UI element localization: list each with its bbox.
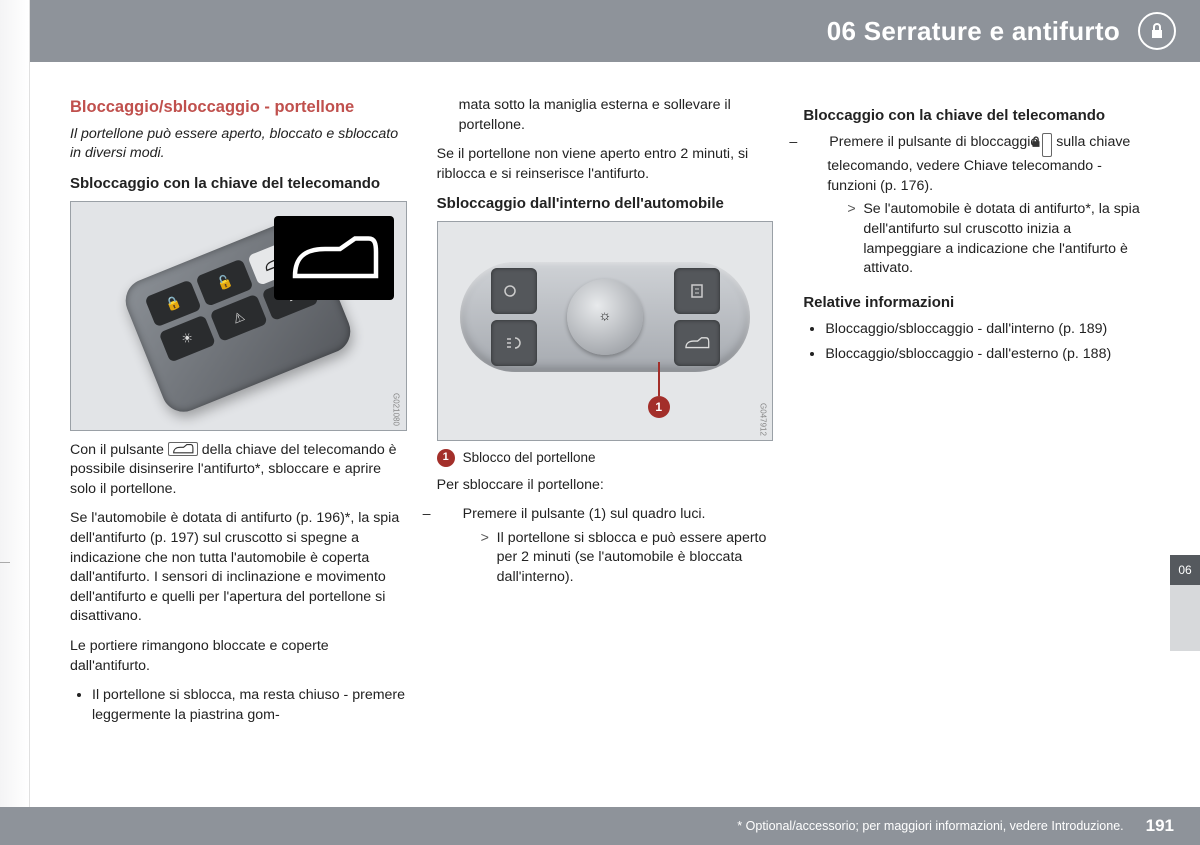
column-2: mata sotto la maniglia esterna e solleva… [437, 96, 774, 733]
para-remote-3: Le portiere rimangono bloccate e coperte… [70, 637, 407, 676]
subheading-remote-unlock: Sbloccaggio con la chiave del telecomand… [70, 174, 407, 195]
side-tab-label: 06 [1170, 555, 1200, 585]
column-3: Bloccaggio con la chiave del telecomando… [803, 96, 1140, 733]
para-remote-1: Con il pulsante della chiave del telecom… [70, 441, 407, 500]
section-title: Bloccaggio/sbloccaggio - portellone [70, 96, 407, 119]
arrow-sublist: Il portellone si sblocca e può essere ap… [461, 529, 774, 588]
related-list: Bloccaggio/sbloccaggio - dall'interno (p… [803, 320, 1140, 365]
panel-button [491, 320, 537, 366]
rotary-dial: ☼ [567, 279, 643, 355]
subheading-related: Relative informazioni [803, 293, 1140, 314]
tailgate-callout-icon [274, 216, 394, 300]
lock-icon [1138, 12, 1176, 50]
figure-keyfob: 🔒🔓 ☀⚠i G021080 [70, 201, 407, 431]
figure-light-panel: ☼ 1 G047912 [437, 221, 774, 441]
arrow-sublist: Se l'automobile è dotata di antifurto*, … [827, 200, 1140, 278]
caption-text: Sblocco del portellone [463, 449, 596, 468]
chapter-number: 06 [827, 16, 857, 46]
para-continuation: mata sotto la maniglia esterna e solleva… [437, 96, 774, 135]
subheading-interior-unlock: Sbloccaggio dall'interno dell'automobile [437, 194, 774, 215]
tailgate-button-icon [168, 442, 198, 456]
intro-text: Il portellone può essere aperto, bloccat… [70, 125, 407, 164]
dash-list: Premere il pulsante di bloccaggio sulla … [803, 133, 1140, 279]
list-item: Premere il pulsante (1) sul quadro luci.… [443, 505, 774, 587]
list-item: Bloccaggio/sbloccaggio - dall'esterno (p… [825, 345, 1140, 365]
footnote: * Optional/accessorio; per maggiori info… [737, 819, 1123, 833]
para-timeout: Se il portellone non viene aperto entro … [437, 145, 774, 184]
caption-badge-1: 1 [437, 449, 455, 467]
subheading-remote-lock: Bloccaggio con la chiave del telecomando [803, 106, 1140, 127]
list-item: Il portellone si sblocca e può essere ap… [497, 529, 774, 588]
dash-list: Premere il pulsante (1) sul quadro luci.… [437, 505, 774, 587]
tailgate-release-button [674, 320, 720, 366]
content-columns: Bloccaggio/sbloccaggio - portellone Il p… [0, 62, 1200, 753]
para-unlock-intro: Per sbloccare il portellone: [437, 476, 774, 496]
left-margin [0, 0, 30, 807]
side-tab: 06 [1170, 555, 1200, 651]
list-item: Bloccaggio/sbloccaggio - dall'interno (p… [825, 320, 1140, 340]
chapter-title: 06 Serrature e antifurto [827, 16, 1120, 47]
callout-number-1: 1 [648, 396, 670, 418]
figure-caption: 1 Sblocco del portellone [437, 449, 774, 468]
list-item: Se l'automobile è dotata di antifurto*, … [863, 200, 1140, 278]
footnote-text: Optional/accessorio; per maggiori inform… [746, 819, 1124, 833]
page-header: 06 Serrature e antifurto [0, 0, 1200, 62]
bullet-list-1: Il portellone si sblocca, ma resta chius… [70, 686, 407, 725]
page-number: 191 [1146, 816, 1174, 836]
para-remote-2: Se l'automobile è dotata di antifurto (p… [70, 509, 407, 627]
image-code: G047912 [757, 403, 768, 436]
list-item: Premere il pulsante di bloccaggio sulla … [809, 133, 1140, 279]
list-item: Il portellone si sblocca, ma resta chius… [92, 686, 407, 725]
light-control-panel: ☼ [460, 262, 750, 372]
lock-button-icon [1042, 133, 1052, 158]
chapter-name: Serrature e antifurto [864, 16, 1120, 46]
image-code: G021080 [391, 393, 402, 426]
panel-button [491, 268, 537, 314]
footnote-marker: * [737, 819, 742, 833]
column-1: Bloccaggio/sbloccaggio - portellone Il p… [70, 96, 407, 733]
page-footer: * Optional/accessorio; per maggiori info… [0, 807, 1200, 845]
panel-button [674, 268, 720, 314]
callout-line [658, 362, 660, 396]
